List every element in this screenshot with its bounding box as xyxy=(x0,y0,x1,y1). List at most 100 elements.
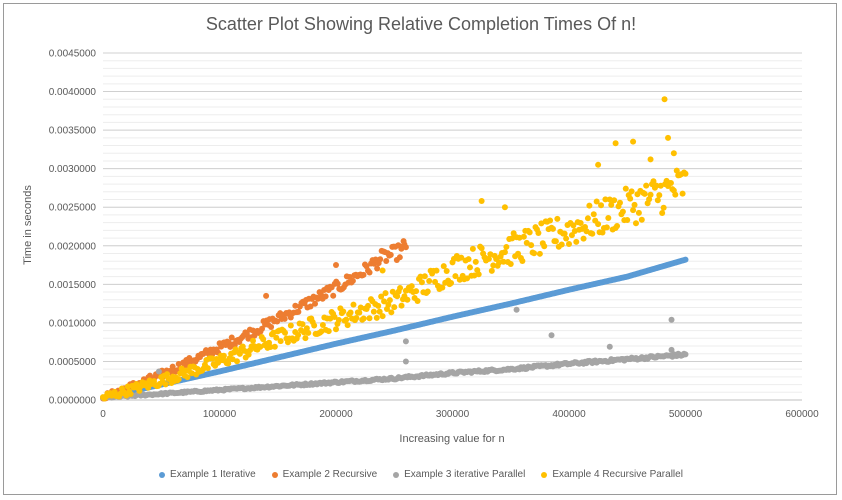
data-point-series-4 xyxy=(632,220,639,227)
data-point-series-4 xyxy=(458,254,465,261)
data-point-series-2 xyxy=(377,256,384,263)
data-point-series-4 xyxy=(650,178,657,185)
data-point-series-2 xyxy=(330,292,337,299)
data-point-series-4 xyxy=(589,230,596,237)
y-tick-label: 0.0030000 xyxy=(49,164,97,175)
data-point-series-4 xyxy=(204,365,211,372)
data-point-series-4 xyxy=(381,298,388,305)
data-point-series-4 xyxy=(350,301,357,308)
data-point-series-4 xyxy=(501,249,508,256)
data-point-series-4 xyxy=(635,209,642,216)
data-point-series-4 xyxy=(356,309,363,316)
data-point-series-4 xyxy=(448,280,455,287)
data-point-series-4 xyxy=(665,134,672,141)
data-point-series-4 xyxy=(433,267,440,274)
data-point-series-4 xyxy=(469,245,476,252)
x-tick-label: 600000 xyxy=(785,409,819,420)
data-point-series-4 xyxy=(526,229,533,236)
data-point-series-4 xyxy=(536,250,543,257)
data-point-series-4 xyxy=(220,352,227,359)
data-point-series-4 xyxy=(376,308,383,315)
data-point-series-4 xyxy=(375,302,382,309)
data-point-series-4 xyxy=(373,314,380,321)
data-point-series-4 xyxy=(614,222,621,229)
legend: Example 1 Iterative Example 2 Recursive … xyxy=(0,469,842,480)
data-point-series-2 xyxy=(334,280,341,287)
data-point-series-4 xyxy=(379,313,386,320)
data-point-series-4 xyxy=(347,309,354,316)
data-point-series-4 xyxy=(175,376,182,383)
data-point-series-4 xyxy=(672,191,679,198)
data-point-series-4 xyxy=(485,255,492,262)
data-point-series-4 xyxy=(388,309,395,316)
data-point-series-4 xyxy=(580,235,587,242)
data-point-series-4 xyxy=(679,190,686,197)
data-point-series-4 xyxy=(184,374,191,381)
data-point-series-4 xyxy=(421,273,428,280)
data-point-series-4 xyxy=(656,192,663,199)
data-point-series-3 xyxy=(668,316,675,323)
y-tick-label: 0.0025000 xyxy=(49,203,97,214)
data-point-series-4 xyxy=(404,296,411,303)
data-point-series-4 xyxy=(584,215,591,222)
data-point-series-4 xyxy=(605,214,612,221)
data-point-series-4 xyxy=(302,335,309,342)
data-point-series-4 xyxy=(667,179,674,186)
data-point-series-4 xyxy=(299,321,306,328)
data-point-series-4 xyxy=(478,198,485,205)
data-point-series-4 xyxy=(233,358,240,365)
legend-label: Example 2 Recursive xyxy=(282,469,378,480)
data-point-series-4 xyxy=(305,329,312,336)
data-point-series-4 xyxy=(661,96,668,103)
data-point-series-4 xyxy=(325,328,332,335)
data-point-series-4 xyxy=(319,321,326,328)
data-point-series-2 xyxy=(259,325,266,332)
data-point-series-2 xyxy=(387,251,394,258)
y-tick-label: 0.0040000 xyxy=(49,87,97,98)
data-point-series-4 xyxy=(630,138,637,145)
data-point-series-4 xyxy=(426,278,433,285)
legend-item-series-3: Example 3 iterative Parallel xyxy=(393,469,525,480)
data-point-series-4 xyxy=(331,313,338,320)
data-point-series-4 xyxy=(535,229,542,236)
data-point-series-2 xyxy=(281,315,288,322)
data-point-series-4 xyxy=(249,337,256,344)
data-point-series-4 xyxy=(443,267,450,274)
data-point-series-4 xyxy=(670,150,677,157)
data-point-series-3 xyxy=(402,358,409,365)
data-point-series-4 xyxy=(440,263,447,270)
chart-frame xyxy=(3,3,837,495)
data-point-series-2 xyxy=(374,265,381,272)
data-point-series-4 xyxy=(439,284,446,291)
x-tick-label: 500000 xyxy=(669,409,703,420)
data-point-series-4 xyxy=(638,216,645,223)
data-point-series-2 xyxy=(396,254,403,261)
data-point-series-4 xyxy=(673,167,680,174)
data-point-series-4 xyxy=(570,222,577,229)
data-point-series-3 xyxy=(606,343,613,350)
data-point-series-4 xyxy=(386,297,393,304)
legend-item-series-2: Example 2 Recursive xyxy=(271,469,378,480)
data-point-series-4 xyxy=(503,243,510,250)
data-point-series-4 xyxy=(501,204,508,211)
data-point-series-4 xyxy=(398,302,405,309)
data-point-series-4 xyxy=(365,302,372,309)
data-point-series-4 xyxy=(531,250,538,257)
data-point-series-4 xyxy=(260,336,267,343)
data-point-series-4 xyxy=(300,329,307,336)
data-point-series-4 xyxy=(563,235,570,242)
data-point-series-2 xyxy=(268,323,275,330)
data-point-series-3 xyxy=(668,346,675,353)
data-point-series-4 xyxy=(520,233,527,240)
data-point-series-4 xyxy=(378,293,385,300)
x-tick-label: 100000 xyxy=(203,409,237,420)
data-point-series-4 xyxy=(273,334,280,341)
data-point-series-2 xyxy=(383,257,390,264)
data-point-series-3 xyxy=(155,368,162,375)
data-point-series-4 xyxy=(577,220,584,227)
data-point-series-4 xyxy=(598,202,605,209)
data-point-series-4 xyxy=(303,325,310,332)
data-point-series-4 xyxy=(478,245,485,252)
legend-item-series-4: Example 4 Recursive Parallel xyxy=(541,469,683,480)
data-point-series-4 xyxy=(295,331,302,338)
